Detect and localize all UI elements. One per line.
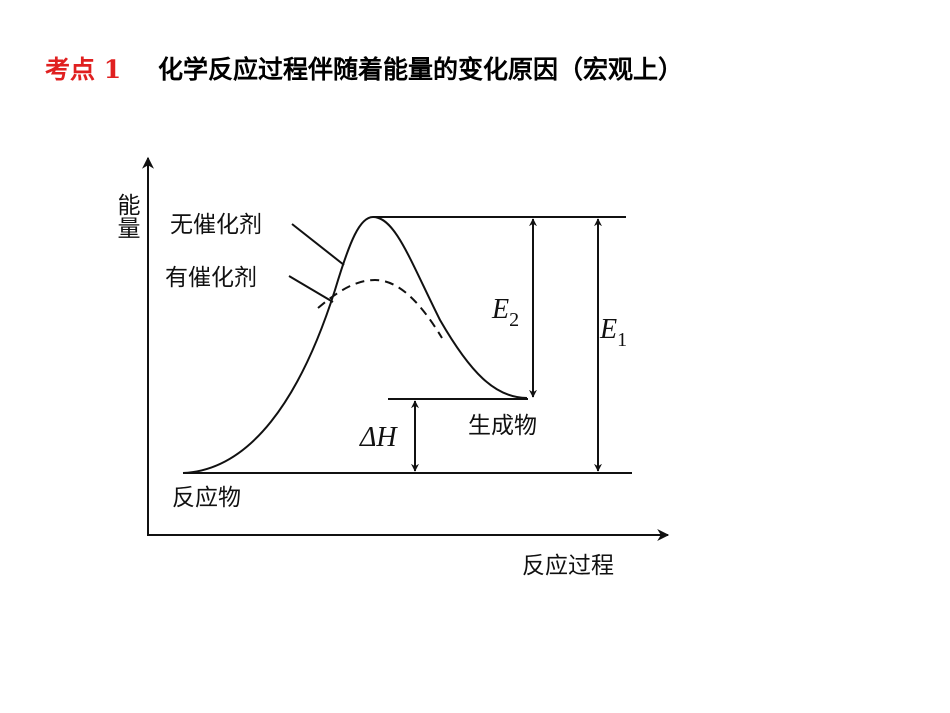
e1-label: E1 <box>599 314 627 351</box>
dh-label: ΔH <box>359 422 398 453</box>
curve-label: 无催化剂 <box>170 212 262 238</box>
topic-tag: 考点 1 <box>45 55 121 84</box>
subscript: 1 <box>617 329 627 351</box>
subscript: 2 <box>509 309 519 331</box>
pointer <box>288 275 334 303</box>
reactant-label: 反应物 <box>172 485 241 511</box>
topic-title: 化学反应过程伴随着能量的变化原因（宏观上） <box>158 55 683 84</box>
e2-label: E2 <box>491 294 519 331</box>
symbol: E <box>599 314 617 345</box>
pointer <box>291 223 345 266</box>
curve-label: 有催化剂 <box>165 265 257 291</box>
y-axis-label: 能量 <box>113 193 140 239</box>
catalyzed-curve <box>317 278 443 339</box>
product-label: 生成物 <box>468 413 537 439</box>
symbol: E <box>491 294 509 325</box>
uncatalyzed-curve <box>182 215 528 474</box>
x-axis-label: 反应过程 <box>522 553 614 579</box>
